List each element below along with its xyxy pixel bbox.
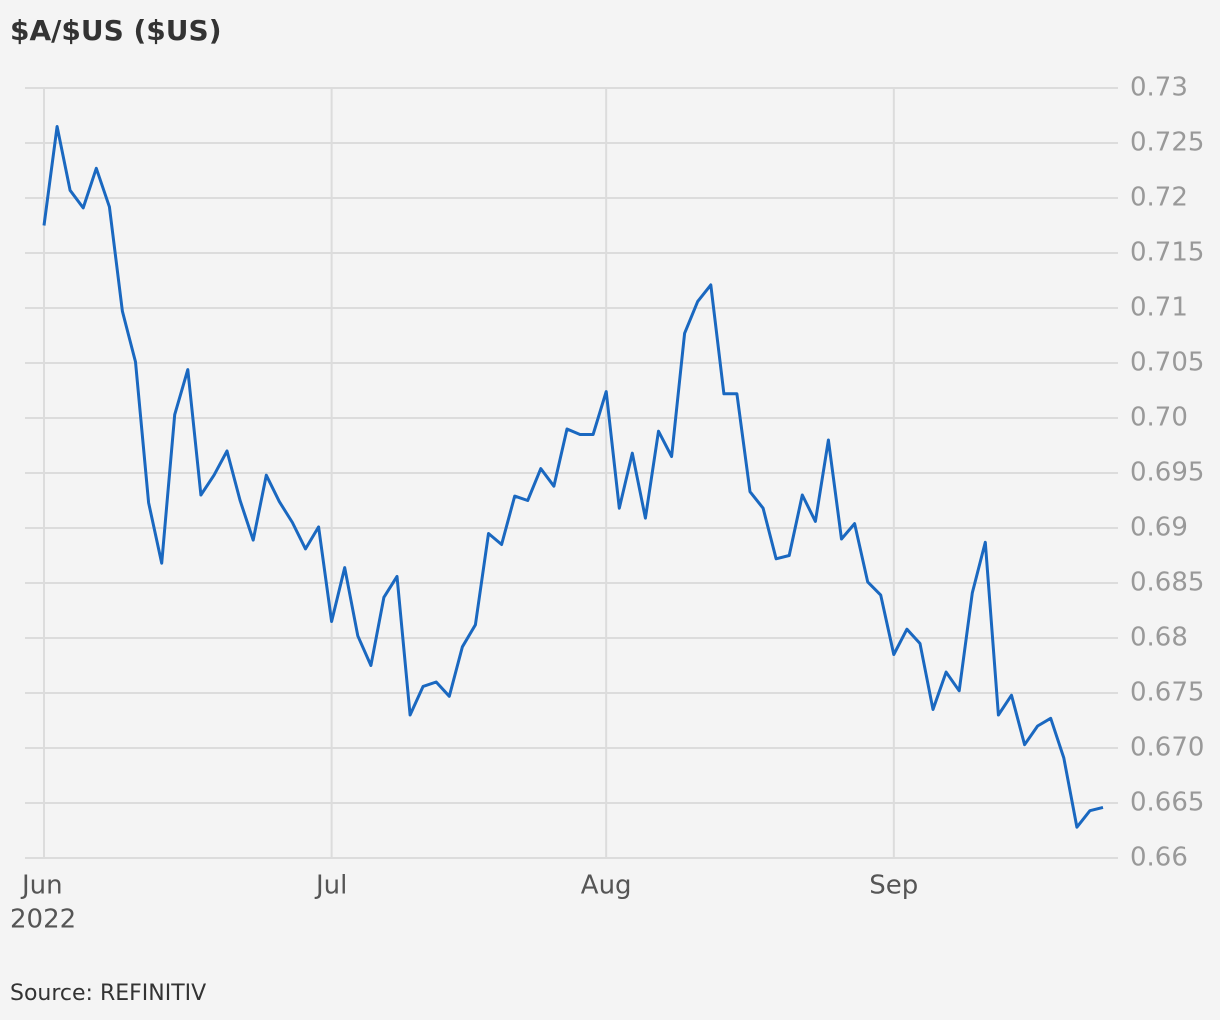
y-tick-label: 0.665	[1130, 788, 1204, 818]
chart-title: $A/$US ($US)	[10, 14, 222, 47]
y-tick-label: 0.715	[1130, 238, 1204, 268]
x-tick-label: Jul	[314, 871, 347, 901]
y-tick-label: 0.72	[1130, 183, 1188, 213]
y-tick-label: 0.685	[1130, 568, 1204, 598]
y-tick-label: 0.675	[1130, 678, 1204, 708]
line	[42, 125, 1104, 829]
y-tick-label: 0.71	[1130, 293, 1188, 323]
x-year-label: 2022	[10, 905, 76, 935]
x-tick-label: Jun	[20, 871, 63, 901]
y-tick-label: 0.69	[1130, 513, 1188, 543]
y-tick-label: 0.68	[1130, 623, 1188, 653]
y-tick-label: 0.70	[1130, 403, 1188, 433]
y-tick-label: 0.66	[1130, 843, 1188, 873]
y-tick-label: 0.705	[1130, 348, 1204, 378]
y-tick-label: 0.725	[1130, 128, 1204, 158]
x-tick-label: Aug	[581, 871, 632, 901]
x-tick-label: Sep	[869, 871, 918, 901]
y-tick-label: 0.695	[1130, 458, 1204, 488]
y-tick-label: 0.73	[1130, 73, 1188, 103]
y-tick-label: 0.670	[1130, 733, 1204, 763]
source: Source: REFINITIV	[10, 981, 206, 1006]
